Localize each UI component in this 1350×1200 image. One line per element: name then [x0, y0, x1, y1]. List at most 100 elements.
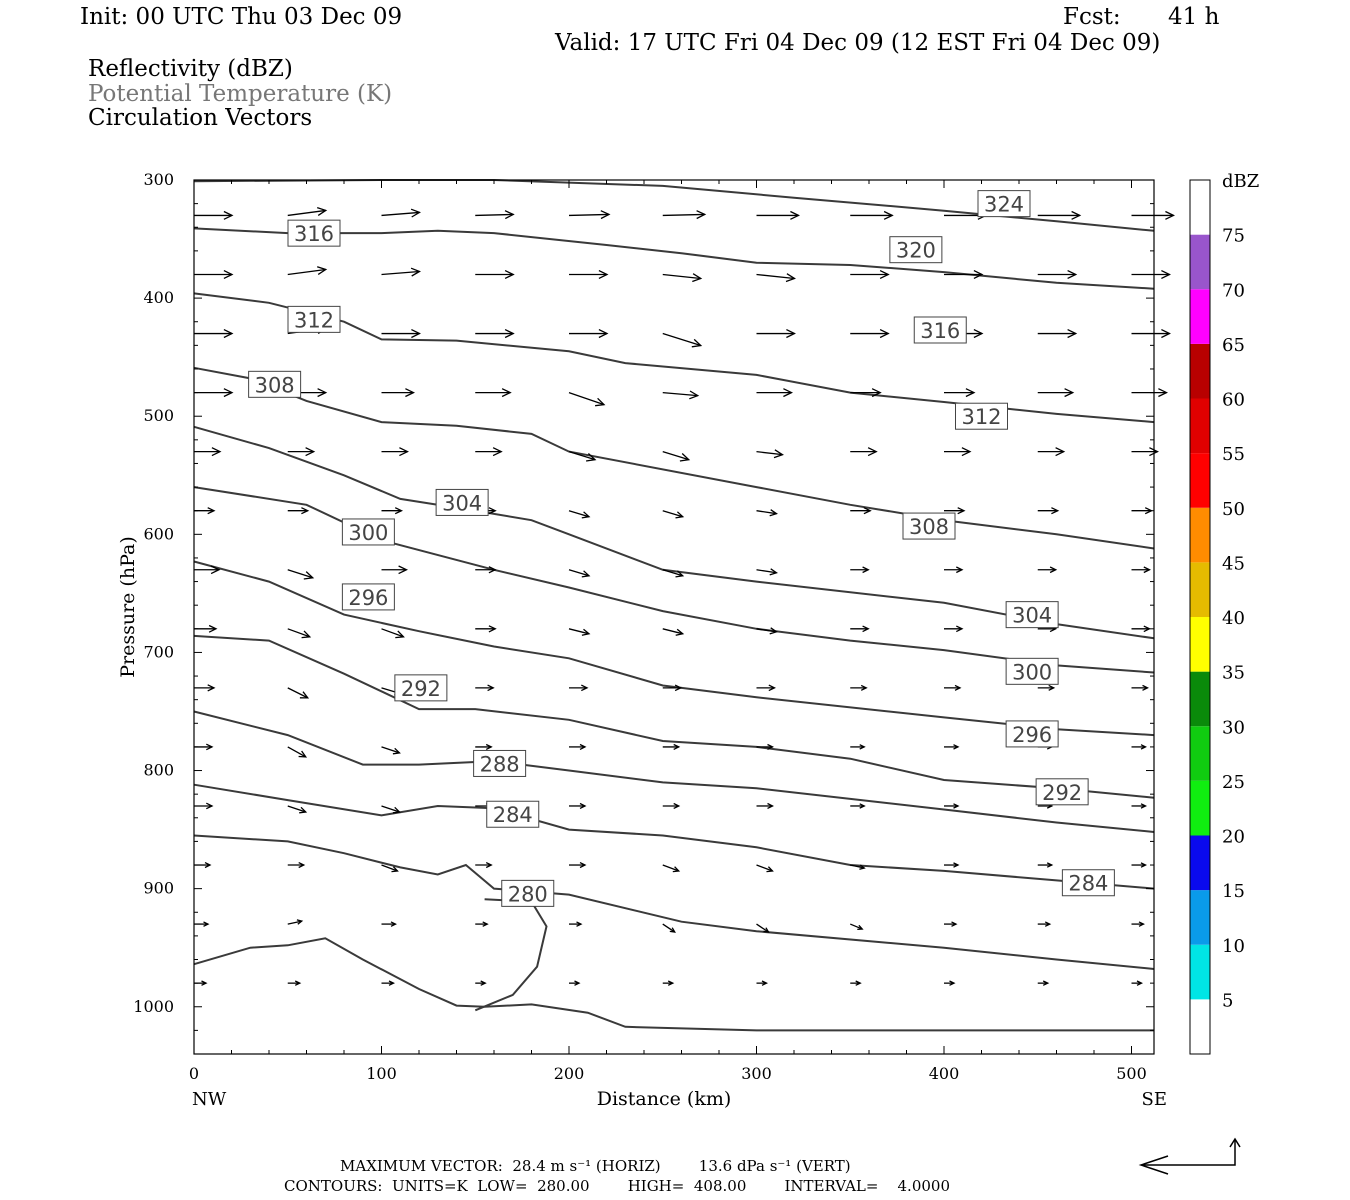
vector-arrow [475, 684, 495, 692]
vector-head [399, 447, 409, 457]
vector-arrow [850, 803, 866, 809]
vector-shaft [381, 628, 404, 638]
vector-shaft [381, 270, 420, 276]
colorbar-tick-label: 5 [1222, 990, 1233, 1011]
vector-arrow [850, 566, 870, 574]
colorbar-segment [1190, 780, 1210, 836]
vector-head [785, 273, 796, 283]
vector-head [210, 565, 221, 575]
vector-head [410, 267, 421, 277]
theta-label: 280 [501, 879, 555, 907]
contour-info: CONTOURS: UNITS=K LOW= 280.00 HIGH= 408.… [284, 1177, 950, 1195]
vector-head [675, 628, 685, 636]
vector-arrow [756, 329, 796, 339]
vector-head [1136, 980, 1144, 986]
theta-label-text: 320 [896, 239, 936, 263]
vector-arrow [944, 447, 972, 457]
vector-arrow [662, 628, 685, 636]
colorbar-segment [1190, 562, 1210, 617]
vector-arrow [475, 921, 489, 927]
vector-head [595, 397, 606, 407]
y-tick-label: 900 [143, 879, 174, 898]
vector-arrow [662, 210, 707, 220]
axes: 300 400 500 600 700 800 900 1000 0 100 200 300 400 50… [117, 170, 1167, 1110]
vector-head [769, 568, 778, 576]
vector-arrow [850, 447, 878, 457]
vector-arrow [569, 862, 587, 869]
vector-shaft [756, 628, 777, 633]
field-reflectivity: Reflectivity (dBZ) [88, 56, 293, 82]
vector-shaft [662, 569, 683, 577]
theta-label: 300 [1005, 657, 1059, 685]
vector-arrow [944, 980, 956, 986]
vector-arrow [756, 568, 778, 576]
theta-label-text: 300 [1012, 660, 1052, 684]
colorbar-tick-label: 35 [1222, 663, 1245, 684]
vector-head [859, 744, 866, 750]
colorbar-segment [1190, 289, 1210, 344]
vector-arrow [569, 743, 587, 750]
vector-head [492, 447, 503, 457]
vector-head [961, 447, 972, 457]
x-tick-label: 0 [189, 1064, 199, 1083]
vector-head [501, 388, 512, 398]
theta-label: 324 [977, 190, 1031, 218]
vector-head [973, 270, 984, 279]
vector-head [299, 806, 308, 814]
vector-head [316, 206, 328, 216]
vector-arrow [662, 923, 676, 933]
theta-label: 296 [341, 583, 395, 611]
vector-arrow [756, 388, 793, 398]
vector-arrow [287, 266, 328, 276]
vector-head [673, 802, 681, 809]
vector-arrow [662, 802, 681, 809]
theta-label-box [902, 512, 956, 540]
theta-label: 284 [486, 800, 540, 828]
vector-head [488, 507, 497, 515]
vector-arrow [1131, 980, 1144, 986]
y-tick-label: 1000 [133, 997, 174, 1016]
theta-label-text: 288 [480, 752, 520, 776]
vector-head [957, 507, 966, 515]
forecast-label: Fcst: [1063, 4, 1121, 30]
colorbar-tick-label: 25 [1222, 772, 1245, 793]
vector-arrow [569, 684, 589, 692]
vector-shaft [756, 923, 769, 933]
vector-arrow [944, 862, 960, 868]
vector-head [763, 927, 770, 933]
vector-arrow [1131, 921, 1145, 927]
vector-arrow [662, 864, 681, 873]
theta-label-text: 296 [348, 586, 388, 610]
theta-label: 292 [1035, 778, 1089, 806]
vector-head [301, 630, 312, 639]
vector-head [773, 449, 784, 459]
vector-head [954, 684, 962, 691]
vector-head [398, 565, 408, 575]
vector-head [672, 866, 681, 873]
vector-head [405, 388, 415, 398]
vector-head [206, 802, 214, 810]
vector-arrow [756, 273, 796, 283]
vector-head [208, 624, 218, 633]
vector-head [581, 684, 589, 692]
vector-arrow [568, 569, 591, 578]
vector-arrow [1037, 270, 1078, 279]
vector-head [767, 802, 774, 809]
vector-arrow [381, 267, 421, 277]
vector-arrow [1131, 744, 1147, 750]
vector-head [790, 210, 800, 220]
vector-head [301, 507, 310, 515]
vector-shaft [568, 628, 590, 635]
vector-head [391, 866, 399, 873]
theta-label: 308 [248, 370, 302, 398]
vector-arrow [944, 507, 966, 515]
vector-shaft [287, 687, 309, 699]
vector-head [1165, 210, 1175, 220]
vector-head [206, 743, 214, 751]
vector-head [223, 388, 234, 398]
theta-label: 304 [1005, 601, 1059, 629]
vector-head [956, 625, 964, 633]
vector-shaft [475, 213, 514, 217]
vector-head [504, 270, 515, 279]
vector-shaft [662, 213, 705, 217]
